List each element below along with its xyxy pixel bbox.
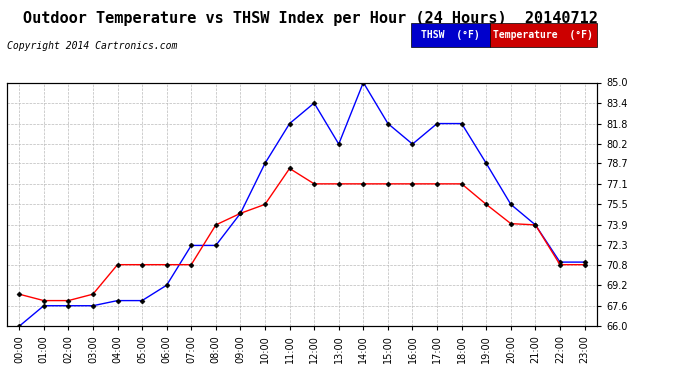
- Text: THSW  (°F): THSW (°F): [421, 30, 480, 40]
- Text: Temperature  (°F): Temperature (°F): [493, 30, 593, 40]
- Text: Outdoor Temperature vs THSW Index per Hour (24 Hours)  20140712: Outdoor Temperature vs THSW Index per Ho…: [23, 11, 598, 26]
- Text: Copyright 2014 Cartronics.com: Copyright 2014 Cartronics.com: [7, 41, 177, 51]
